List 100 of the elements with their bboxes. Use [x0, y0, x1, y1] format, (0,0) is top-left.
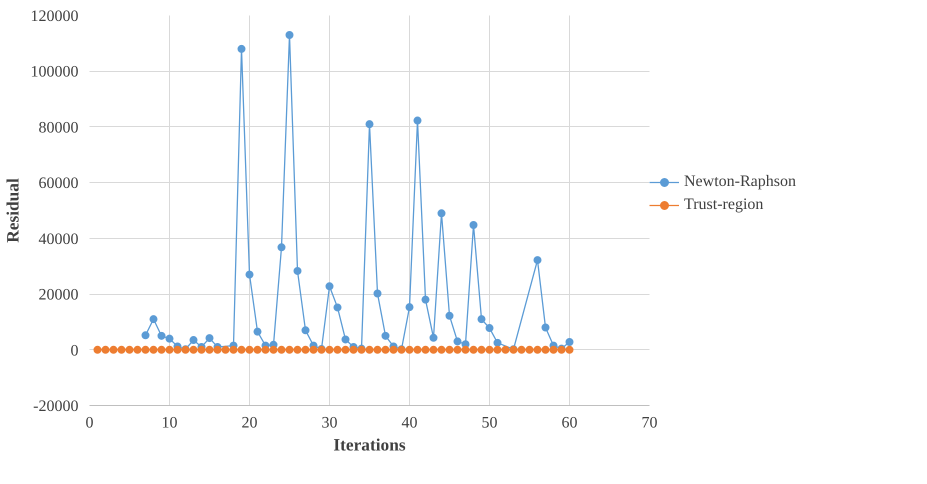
y-tick-label: 0: [70, 342, 78, 360]
point: [270, 346, 278, 354]
point: [534, 346, 542, 354]
point: [94, 346, 102, 354]
point: [254, 346, 262, 354]
point: [342, 335, 350, 344]
point: [422, 296, 430, 304]
point: [382, 346, 390, 354]
point: [374, 346, 382, 354]
x-tick-label: 20: [242, 414, 258, 432]
point: [174, 346, 182, 354]
point: [438, 209, 446, 218]
point: [446, 346, 454, 354]
y-tick-label: 60000: [38, 175, 78, 192]
point: [462, 346, 470, 354]
point: [566, 346, 574, 354]
point: [134, 346, 142, 354]
point: [438, 346, 446, 354]
point: [142, 346, 150, 354]
point: [566, 338, 574, 346]
point: [470, 346, 478, 354]
point: [526, 346, 534, 354]
point: [206, 334, 214, 342]
point: [374, 290, 382, 298]
point: [294, 266, 302, 275]
point: [214, 346, 222, 354]
point: [454, 346, 462, 354]
point: [102, 346, 110, 354]
point: [382, 332, 390, 340]
point: [542, 324, 550, 332]
point: [366, 120, 374, 128]
point: [198, 346, 206, 354]
point: [118, 346, 126, 354]
point: [286, 31, 294, 39]
point: [230, 346, 238, 354]
point: [246, 346, 254, 354]
point: [262, 346, 270, 354]
point: [342, 346, 350, 354]
point: [294, 346, 302, 354]
point: [422, 346, 430, 354]
point: [494, 338, 502, 347]
point: [190, 346, 198, 354]
point: [502, 346, 510, 354]
point: [470, 220, 478, 229]
point: [550, 346, 558, 354]
point: [142, 331, 150, 340]
point: [110, 346, 118, 354]
point: [366, 346, 374, 354]
point: [302, 346, 310, 354]
point: [414, 346, 422, 354]
point: [406, 346, 414, 354]
y-tick-label: 20000: [38, 286, 78, 304]
point: [494, 346, 502, 354]
point: [350, 346, 358, 354]
x-tick-label: 50: [482, 414, 498, 432]
point: [254, 328, 262, 336]
y-tick-label: -20000: [33, 398, 78, 415]
point: [238, 346, 246, 354]
point: [150, 315, 158, 324]
point: [534, 256, 542, 264]
x-tick-label: 70: [642, 414, 658, 432]
point: [238, 44, 246, 53]
x-tick-label: 40: [402, 414, 418, 432]
point: [126, 346, 134, 354]
point: [334, 346, 342, 354]
y-tick-label: 80000: [38, 119, 78, 136]
point: [446, 312, 454, 320]
point: [542, 346, 550, 354]
point: [222, 346, 230, 354]
point: [454, 337, 462, 346]
point: [150, 346, 158, 354]
y-tick-label: 40000: [38, 230, 78, 248]
x-tick-label: 30: [322, 414, 338, 432]
y-tick-label: 100000: [30, 64, 78, 81]
legend-label: Newton-Raphson: [684, 173, 796, 191]
point: [190, 336, 198, 344]
x-tick-label: 0: [86, 414, 94, 432]
point: [326, 282, 334, 290]
y-axis-title: Residual: [4, 178, 22, 243]
point: [406, 303, 414, 312]
point: [326, 346, 334, 354]
point: [278, 346, 286, 354]
point: [486, 324, 494, 332]
point: [158, 346, 166, 354]
x-axis-title: Iterations: [333, 436, 406, 454]
point: [478, 315, 486, 324]
point: [166, 334, 174, 343]
point: [206, 346, 214, 354]
point: [430, 346, 438, 354]
point: [158, 332, 166, 340]
point: [310, 346, 318, 354]
legend-label: Trust-region: [684, 196, 764, 214]
x-tick-label: 60: [562, 414, 578, 432]
point: [246, 270, 254, 279]
point: [166, 346, 174, 354]
point: [278, 243, 286, 252]
point: [486, 346, 494, 354]
y-tick-label: 120000: [30, 8, 78, 25]
point: [302, 326, 310, 334]
x-tick-label: 10: [162, 414, 178, 432]
